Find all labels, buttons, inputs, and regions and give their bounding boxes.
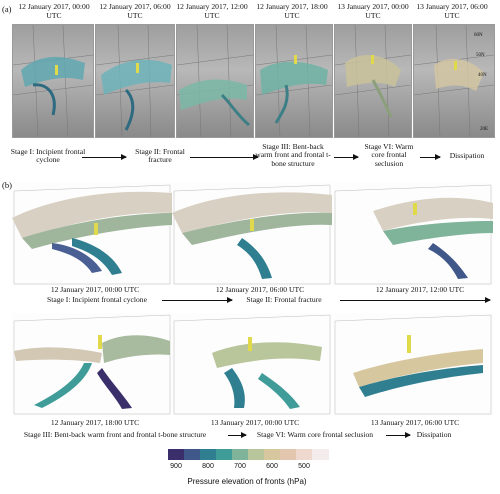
stage-arrow [340, 297, 491, 303]
stage-arrow [162, 297, 233, 303]
colorbar-swatch [312, 449, 329, 460]
front-render [172, 184, 332, 285]
thumbnail-map [95, 24, 175, 138]
colorbar-tick: 800 [202, 463, 214, 470]
stage-label: Stage VI: Warm core frontal seclusion [256, 430, 374, 439]
front-render [334, 184, 493, 285]
thumbnail-map [334, 24, 412, 138]
panel-a-label: (a) [2, 4, 12, 14]
thumb-title: 12 January 2017, 06:00 UTC [99, 2, 171, 20]
lat-label-60n: 60N [474, 33, 483, 38]
stage-arrow [334, 154, 359, 160]
thumb-title: 12 January 2017, 12:00 UTC [176, 2, 248, 20]
stage-label: Stage I: Incipient frontal cyclone [47, 295, 147, 304]
colorbar-swatch [280, 449, 297, 460]
colorbar-swatch [264, 449, 281, 460]
colorbar-swatch [248, 449, 265, 460]
map-render [335, 25, 411, 137]
lon-label-20e: 20E [480, 127, 489, 132]
colorbar-tick: 700 [234, 463, 246, 470]
map-render [96, 25, 174, 137]
front-render [173, 314, 331, 415]
front-3d-view [333, 183, 493, 286]
view-time-label: 13 January 2017, 00:00 UTC [210, 418, 300, 427]
map-render [414, 25, 494, 137]
view-time-label: 12 January 2017, 00:00 UTC [50, 285, 140, 294]
colorbar-swatch [216, 449, 233, 460]
colorbar-swatch [184, 449, 201, 460]
view-time-label: 12 January 2017, 06:00 UTC [215, 285, 305, 294]
stage-label: Stage III: Bent-back warm front and fron… [23, 430, 207, 439]
view-time-label: 12 January 2017, 18:00 UTC [50, 418, 140, 427]
colorbar-tick: 600 [266, 463, 278, 470]
panel-b-label: (b) [2, 180, 12, 190]
thumbnail-map [255, 24, 333, 138]
stage-label: Stage II: Frontal fracture [246, 295, 322, 304]
front-3d-view [333, 313, 493, 416]
front-3d-view [12, 313, 172, 416]
stage-label: Stage III: Bent-back warm front and fron… [255, 142, 331, 168]
colorbar-swatch [200, 449, 217, 460]
colorbar-swatch [232, 449, 249, 460]
stage-label: Stage VI: Warm core frontal seclusion [364, 142, 414, 168]
colorbar-scale [168, 449, 329, 460]
thumb-title: 12 January 2017, 00:00 UTC [18, 2, 90, 20]
thumb-title: 13 January 2017, 06:00 UTC [416, 2, 488, 20]
colorbar-swatch [168, 449, 185, 460]
thumb-title: 13 January 2017, 00:00 UTC [337, 2, 409, 20]
stage-arrow [82, 154, 127, 160]
thumbnail-map [176, 24, 254, 138]
colorbar-swatch [296, 449, 313, 460]
front-3d-view [172, 313, 332, 416]
front-3d-view [172, 183, 332, 286]
stage-label: Stage II: Frontal fracture [135, 147, 185, 165]
stage-arrow [190, 154, 259, 160]
map-render [177, 25, 253, 137]
stage-arrow [386, 432, 411, 438]
lat-label-40n: 40N [478, 73, 487, 78]
stage-label: Stage I: Incipient frontal cyclone [10, 147, 86, 165]
thumb-title: 12 January 2017, 18:00 UTC [256, 2, 328, 20]
colorbar-title: Pressure elevation of fronts (hPa) [187, 477, 307, 486]
thumbnail-map: 60N 50N 40N 20E [413, 24, 495, 138]
view-time-label: 12 January 2017, 12:00 UTC [375, 285, 465, 294]
stage-label: Dissipation [449, 151, 485, 160]
stage-arrow [420, 154, 441, 160]
view-time-label: 13 January 2017, 06:00 UTC [370, 418, 460, 427]
lat-label-50n: 50N [476, 53, 485, 58]
front-render [13, 314, 171, 415]
stage-arrow [228, 432, 247, 438]
stage-label: Dissipation [416, 430, 452, 439]
front-render [334, 314, 492, 415]
front-3d-view [12, 183, 172, 286]
map-render [256, 25, 332, 137]
thumbnail-map [12, 24, 94, 138]
map-render [13, 25, 93, 137]
colorbar-tick: 500 [298, 463, 310, 470]
front-render [12, 184, 172, 285]
colorbar: 900 800 700 600 500 Pressure elevation o… [161, 449, 333, 493]
colorbar-tick: 900 [170, 463, 182, 470]
